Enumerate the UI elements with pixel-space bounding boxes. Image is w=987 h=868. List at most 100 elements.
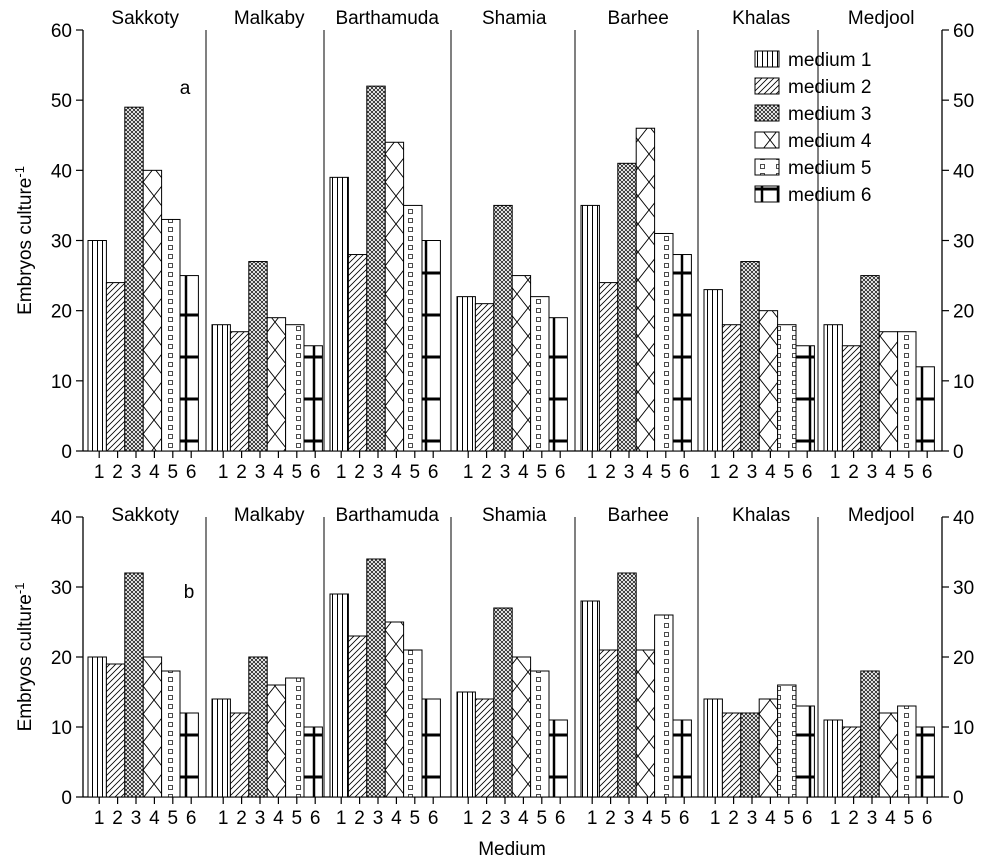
bar-medium-4-barhee	[635, 649, 656, 798]
y-tick-label-left: 30	[51, 578, 72, 599]
bar-medium-2-barthamuda	[347, 635, 368, 798]
bar-medium-6-barhee	[672, 719, 692, 798]
x-tick-label: 4	[518, 808, 529, 829]
bar-medium-3-shamia	[493, 607, 513, 798]
bar-medium-4-khalas	[758, 310, 779, 452]
bar-medium-4-barthamuda	[384, 621, 405, 798]
bar-medium-1-barhee	[580, 600, 600, 798]
variety-label: Barhee	[608, 505, 669, 526]
x-tick-label: 1	[710, 462, 721, 483]
bar-medium-4-medjool	[878, 331, 899, 452]
legend-label: medium 2	[788, 77, 871, 98]
x-tick-label: 2	[605, 462, 616, 483]
variety-label: Khalas	[732, 8, 790, 29]
bar-medium-4-barhee	[635, 127, 656, 452]
x-tick-label: 5	[292, 808, 303, 829]
x-tick-label: 6	[555, 462, 566, 483]
legend-swatch	[754, 158, 780, 176]
bar-medium-2-khalas	[721, 712, 742, 798]
bar-medium-4-malkaby	[266, 684, 287, 798]
bar-medium-1-medjool	[823, 719, 843, 798]
bar-medium-1-khalas	[703, 698, 723, 798]
x-tick-label: 5	[410, 808, 421, 829]
bar-medium-5-barthamuda	[403, 204, 423, 452]
x-tick-label: 4	[642, 808, 653, 829]
y-tick-label-left: 10	[51, 718, 72, 739]
bar-medium-6-malkaby	[303, 726, 323, 798]
bar-medium-5-malkaby	[285, 677, 305, 798]
x-tick-label: 4	[273, 808, 284, 829]
x-tick-label: 5	[904, 462, 915, 483]
x-tick-label: 1	[463, 462, 474, 483]
bar-medium-6-sakkoty	[179, 275, 199, 452]
y-axis-title: Embryos culture-1	[12, 166, 37, 315]
bar-medium-5-shamia	[530, 670, 550, 798]
x-tick-label: 1	[336, 808, 347, 829]
bar-medium-1-barthamuda	[329, 176, 349, 452]
y-tick-label-right: 40	[953, 161, 974, 182]
bar-medium-1-sakkoty	[87, 240, 107, 452]
bar-medium-3-barhee	[617, 162, 637, 452]
x-tick-label: 1	[463, 808, 474, 829]
y-tick-label-left: 20	[51, 648, 72, 669]
y-tick-label-left: 60	[51, 21, 72, 42]
bar-medium-2-sakkoty	[105, 282, 126, 452]
variety-label: Medjool	[848, 505, 915, 526]
bar-medium-3-medjool	[860, 670, 880, 798]
x-tick-label: 3	[131, 808, 142, 829]
variety-label: Shamia	[482, 505, 547, 526]
bar-medium-5-malkaby	[285, 324, 305, 452]
x-tick-label: 3	[255, 462, 266, 483]
y-tick-label-right: 10	[953, 718, 974, 739]
bar-medium-6-malkaby	[303, 345, 323, 452]
x-tick-label: 5	[168, 462, 179, 483]
bar-medium-4-malkaby	[266, 317, 287, 452]
bar-medium-5-barthamuda	[403, 649, 423, 798]
x-tick-label: 5	[292, 462, 303, 483]
x-tick-label: 1	[336, 462, 347, 483]
x-tick-label: 5	[537, 462, 548, 483]
bar-medium-3-khalas	[740, 712, 760, 798]
y-axis-title-text: Embryos culture	[15, 178, 36, 315]
x-tick-label: 2	[728, 808, 739, 829]
x-tick-label: 4	[149, 808, 160, 829]
legend-swatch	[754, 77, 780, 95]
legend-swatch	[754, 131, 780, 149]
x-tick-label: 1	[218, 462, 229, 483]
bar-medium-1-malkaby	[211, 698, 231, 798]
x-tick-label: 6	[679, 808, 690, 829]
x-tick-label: 5	[784, 462, 795, 483]
legend-label: medium 5	[788, 158, 871, 179]
x-tick-label: 2	[112, 462, 123, 483]
bar-medium-2-barthamuda	[347, 254, 368, 452]
bar-medium-4-khalas	[758, 698, 779, 798]
x-tick-label: 5	[168, 808, 179, 829]
x-tick-label: 6	[186, 808, 197, 829]
bar-medium-2-medjool	[841, 726, 862, 798]
x-tick-label: 6	[922, 462, 933, 483]
x-tick-label: 1	[830, 462, 841, 483]
legend-label: medium 3	[788, 104, 871, 125]
x-tick-label: 5	[537, 808, 548, 829]
legend-label: medium 6	[788, 185, 871, 206]
x-tick-label: 4	[518, 462, 529, 483]
y-axis-title-superscript: -1	[12, 583, 27, 595]
bar-medium-3-khalas	[740, 261, 760, 452]
legend-swatch	[754, 50, 780, 68]
y-tick-label-left: 0	[61, 788, 72, 809]
y-tick-label-right: 50	[953, 91, 974, 112]
x-tick-label: 6	[310, 462, 321, 483]
variety-label: Shamia	[482, 8, 547, 29]
x-tick-label: 2	[605, 808, 616, 829]
bar-medium-2-malkaby	[229, 712, 250, 798]
x-tick-label: 3	[373, 808, 384, 829]
x-tick-label: 2	[481, 462, 492, 483]
x-tick-label: 2	[728, 462, 739, 483]
x-tick-label: 6	[802, 462, 813, 483]
bar-medium-5-shamia	[530, 296, 550, 452]
variety-label: Barthamuda	[335, 8, 439, 29]
y-tick-label-right: 0	[953, 442, 964, 463]
bar-medium-2-malkaby	[229, 331, 250, 452]
bar-medium-3-barthamuda	[366, 558, 386, 798]
x-tick-label: 1	[94, 462, 105, 483]
